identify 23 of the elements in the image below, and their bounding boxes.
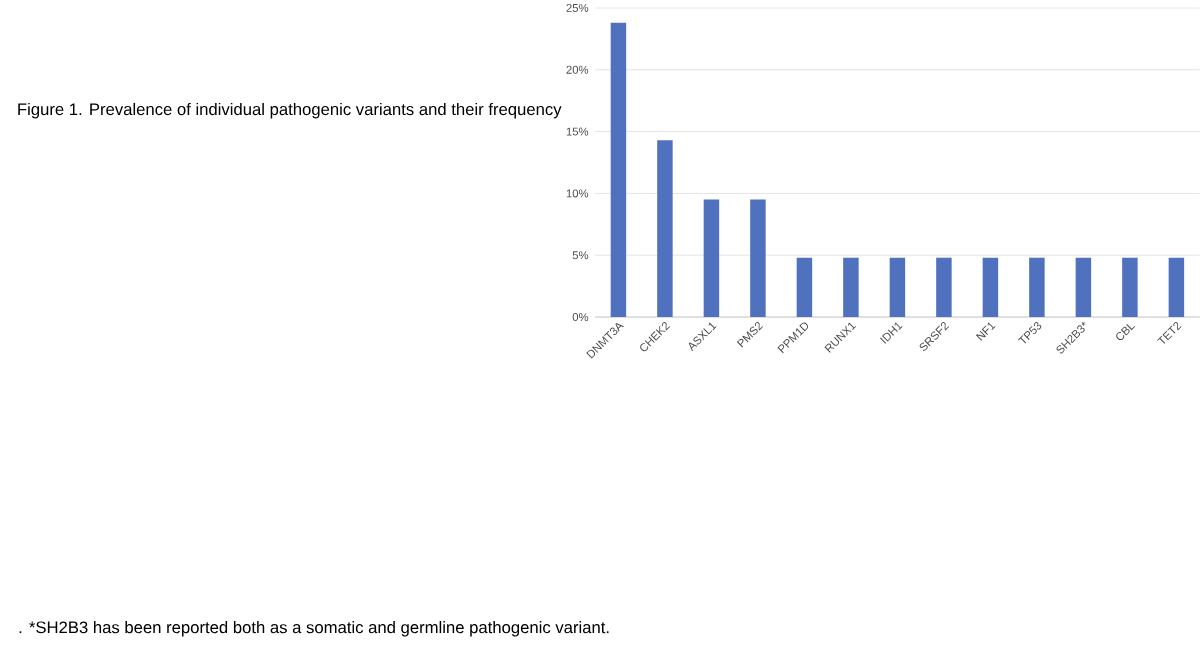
bar: [796, 257, 813, 317]
y-tick-label: 0%: [572, 312, 589, 321]
bar: [936, 257, 952, 317]
x-tick-label: CBL: [1116, 323, 1136, 340]
bar: [1075, 257, 1092, 317]
y-tick-label: 25%: [566, 3, 589, 12]
bar: [703, 199, 720, 317]
text: . *SH2B3 has been reported both as a somatic and germline pathogenic variant.: [19, 620, 609, 637]
y-tick-label: 20%: [566, 65, 589, 74]
y-tick-label: 15%: [566, 127, 589, 136]
bar: [1122, 257, 1138, 317]
bar: [1029, 257, 1045, 317]
y-tick-label: 10%: [566, 189, 589, 198]
y-tick-label: 5%: [572, 251, 589, 260]
x-tick-label: NF1: [975, 322, 996, 341]
text: Figure 1. Prevalence of individual pathogenic variants and their frequency: [18, 102, 562, 119]
bar: [889, 257, 906, 317]
bar: [657, 140, 673, 317]
bar: [982, 257, 999, 317]
bar: [750, 199, 766, 317]
bar: [610, 22, 627, 317]
bar: [843, 257, 859, 317]
bar: [1168, 257, 1185, 317]
